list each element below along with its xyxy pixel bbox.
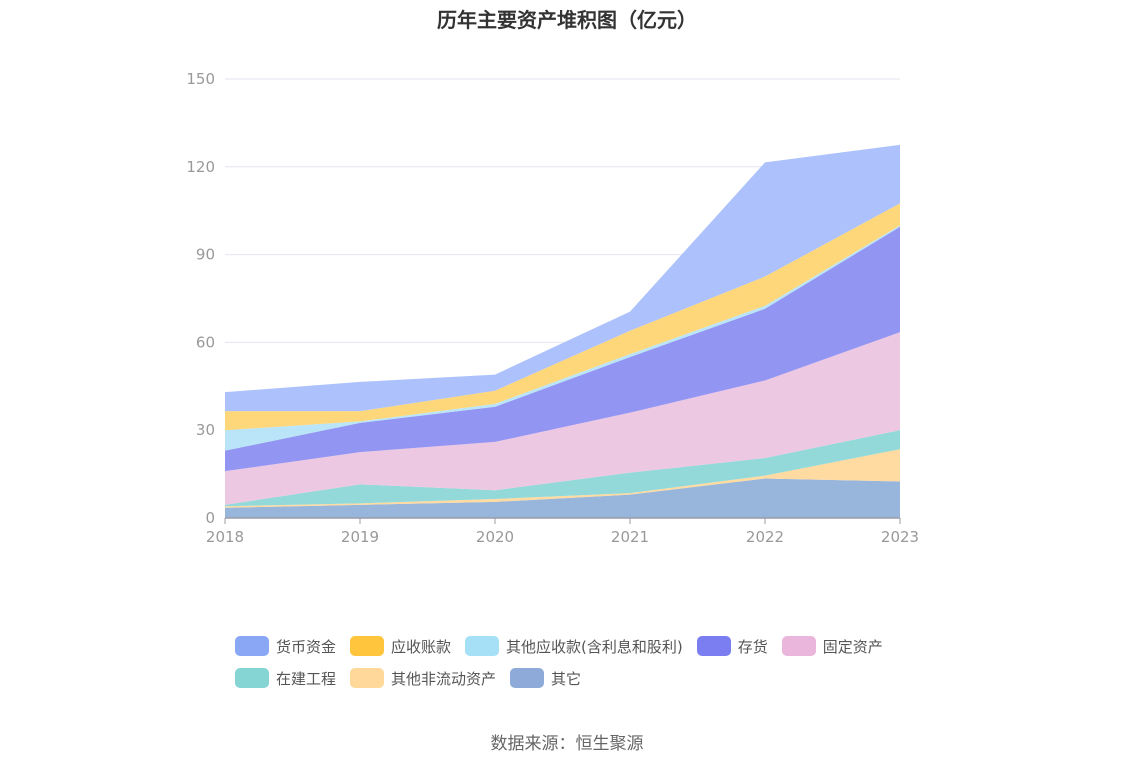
legend-item[interactable]: 应收账款: [350, 636, 451, 657]
legend-swatch: [781, 636, 816, 656]
legend-swatch: [465, 636, 500, 656]
legend-swatch: [235, 636, 269, 656]
legend-label: 在建工程: [276, 669, 337, 688]
x-tick-label: 2018: [206, 528, 244, 546]
legend-item[interactable]: 存货: [696, 636, 768, 657]
legend-label: 应收账款: [391, 637, 452, 656]
area-series-7[interactable]: [225, 144, 900, 412]
legend-item[interactable]: 其他非流动资产: [350, 668, 496, 689]
stacked-area-chart: 0 30 60 90 120 150 2018 2019 2020 2021 2022 2023: [186, 70, 919, 546]
area-series-3[interactable]: [225, 332, 900, 505]
legend-label: 货币资金: [276, 637, 337, 656]
axes: 0 30 60 90 120 150 2018 2019 2020 2021 2022 2023: [186, 70, 919, 546]
area-series-5[interactable]: [225, 225, 900, 451]
legend-item[interactable]: 其他应收款(含利息和股利): [465, 636, 683, 657]
legend-swatch: [510, 668, 545, 688]
y-tick-label: 30: [196, 421, 215, 439]
x-tick-label: 2023: [881, 528, 919, 546]
data-source: 数据来源：恒生聚源: [490, 734, 644, 754]
legend-swatch: [350, 636, 385, 656]
x-tick-label: 2020: [476, 528, 514, 546]
legend-swatch: [696, 636, 731, 656]
legend-label: 其他非流动资产: [391, 669, 497, 688]
x-tick-label: 2022: [746, 528, 784, 546]
legend-row: 在建工程 其他非流动资产 其它: [235, 662, 935, 694]
legend-swatch: [350, 668, 385, 688]
legend-label: 固定资产: [822, 637, 883, 656]
x-tick-label: 2019: [341, 528, 379, 546]
area-series-4[interactable]: [225, 226, 900, 472]
legend-item[interactable]: 在建工程: [235, 668, 336, 689]
legend-item[interactable]: 固定资产: [781, 636, 883, 657]
y-tick-label: 150: [186, 70, 215, 88]
legend-label: 其他应收款(含利息和股利): [506, 637, 683, 656]
legend-swatch: [235, 668, 269, 688]
legend-row: 货币资金 应收账款 其他应收款(含利息和股利) 存货 固定资产: [235, 630, 935, 662]
legend-item[interactable]: 货币资金: [235, 636, 336, 657]
area-series: [225, 144, 900, 518]
legend: 货币资金 应收账款 其他应收款(含利息和股利) 存货 固定资产 在建工程 其他非流动资产 其…: [235, 630, 935, 694]
legend-label: 存货: [737, 637, 768, 656]
legend-item[interactable]: 其它: [510, 668, 581, 689]
x-tick-label: 2021: [611, 528, 649, 546]
chart-title: 历年主要资产堆积图（亿元）: [437, 8, 697, 32]
legend-label: 其它: [551, 669, 582, 688]
y-tick-label: 60: [196, 333, 215, 351]
y-tick-label: 120: [186, 158, 215, 176]
y-tick-label: 90: [196, 246, 215, 264]
y-tick-label: 0: [205, 509, 215, 527]
area-series-2[interactable]: [225, 430, 900, 507]
